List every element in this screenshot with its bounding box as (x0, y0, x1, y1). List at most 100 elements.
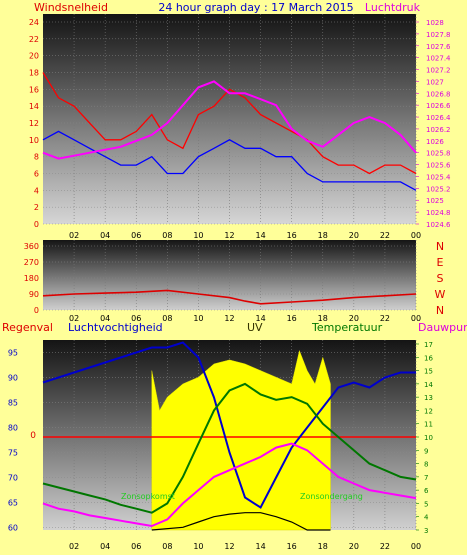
y-right-tick-label: 1026.8 (426, 90, 451, 98)
y-left-tick-label: 90 (8, 374, 18, 383)
compass-label: W (435, 288, 446, 301)
sunrise-label: Zonsopkomst (121, 492, 175, 501)
y-left-tick-label: 16 (29, 85, 39, 94)
x-tick-label: 22 (380, 314, 390, 323)
x-tick-label: 04 (100, 542, 110, 551)
y-right-tick-label: 1025.6 (426, 162, 451, 170)
series-gust (42, 72, 417, 175)
x-tick-label: 22 (380, 542, 390, 551)
x-tick-label: 00 (411, 314, 421, 323)
x-tick-label: 22 (380, 231, 390, 240)
y-right-tick-label: 14 (424, 381, 433, 389)
y-left-tick-label: 85 (8, 399, 18, 408)
x-tick-label: 16 (287, 231, 297, 240)
sunset-label: Zonsondergang (300, 492, 363, 501)
x-tick-label: 00 (411, 231, 421, 240)
x-tick-label: 20 (349, 231, 359, 240)
x-tick-label: 18 (318, 314, 328, 323)
y-left-tick-label: 360 (24, 242, 39, 251)
y-left-tick-label: 90 (29, 290, 39, 299)
series-speed (42, 130, 417, 191)
x-tick-label: 08 (162, 542, 172, 551)
rain-zero-label: 0 (30, 431, 36, 441)
y-right-tick-label: 1026.4 (426, 114, 451, 122)
y-right-tick-label: 11 (424, 421, 433, 429)
y-right-tick-label: 4 (424, 514, 429, 522)
left-axis-title: Windsnelheid (34, 1, 108, 14)
y-right-tick-label: 1025.2 (426, 185, 451, 193)
x-tick-label: 12 (224, 542, 234, 551)
compass-label: N (436, 240, 444, 253)
series-temperature (42, 382, 417, 514)
y-left-tick-label: 24 (29, 18, 39, 27)
compass-label: N (436, 304, 444, 317)
y-left-tick-label: 65 (8, 499, 18, 508)
series-direction (42, 289, 417, 305)
y-left-tick-label: 0 (34, 306, 39, 315)
series-solar_theory (151, 512, 331, 531)
y-right-tick-label: 1024.8 (426, 209, 451, 217)
x-tick-label: 10 (193, 231, 203, 240)
y-left-tick-label: 70 (8, 474, 18, 483)
x-tick-label: 02 (69, 314, 79, 323)
y-right-tick-label: 3 (424, 527, 428, 535)
series-dewpoint (42, 442, 417, 528)
y-right-tick-label: 13 (424, 394, 433, 402)
y-right-tick-label: 1027.6 (426, 43, 451, 51)
y-right-tick-label: 9 (424, 447, 428, 455)
x-tick-label: 10 (193, 542, 203, 551)
y-right-tick-label: 7 (424, 474, 428, 482)
y-left-tick-label: 75 (8, 449, 18, 458)
y-right-tick-label: 15 (424, 368, 433, 376)
y-left-tick-label: 12 (29, 119, 39, 128)
x-tick-label: 06 (131, 231, 141, 240)
y-right-tick-label: 1027.8 (426, 31, 451, 39)
x-tick-label: 08 (162, 231, 172, 240)
compass-label: S (437, 272, 444, 285)
y-right-tick-label: 1027 (426, 78, 444, 86)
y-right-tick-label: 17 (424, 341, 433, 349)
x-tick-label: 04 (100, 231, 110, 240)
x-tick-label: 18 (318, 231, 328, 240)
x-tick-label: 06 (131, 314, 141, 323)
y-right-tick-label: 1026.6 (426, 102, 451, 110)
x-tick-label: 20 (349, 314, 359, 323)
legend-humidity: Luchtvochtigheid (68, 321, 163, 334)
y-right-tick-label: 16 (424, 354, 433, 362)
x-tick-label: 00 (411, 542, 421, 551)
x-tick-label: 16 (287, 542, 297, 551)
legend-uv: UV (247, 321, 263, 334)
x-tick-label: 08 (162, 314, 172, 323)
legend-rain: Regenval (2, 321, 53, 334)
y-left-tick-label: 10 (29, 136, 39, 145)
y-left-tick-label: 2 (34, 203, 39, 212)
y-right-tick-label: 10 (424, 434, 433, 442)
x-tick-label: 04 (100, 314, 110, 323)
x-tick-label: 12 (224, 231, 234, 240)
y-right-tick-label: 1025.4 (426, 173, 451, 181)
y-left-tick-label: 60 (8, 524, 18, 533)
series-uv (151, 349, 331, 531)
y-left-tick-label: 180 (24, 274, 39, 283)
y-left-tick-label: 4 (34, 186, 39, 195)
chart-title: 24 hour graph day : 17 March 2015 (158, 1, 353, 14)
y-left-tick-label: 20 (29, 52, 39, 61)
y-right-tick-label: 12 (424, 407, 433, 415)
legend-temperature: Temperatuur (311, 321, 383, 334)
y-left-tick-label: 18 (29, 69, 39, 78)
legend-dewpoint: Dauwpunt (418, 321, 467, 334)
x-tick-label: 14 (255, 314, 265, 323)
x-tick-label: 14 (255, 542, 265, 551)
y-left-tick-label: 8 (34, 153, 39, 162)
y-right-tick-label: 1025.8 (426, 150, 451, 158)
x-tick-label: 10 (193, 314, 203, 323)
x-tick-label: 16 (287, 314, 297, 323)
y-right-tick-label: 1026.2 (426, 126, 451, 134)
x-tick-label: 18 (318, 542, 328, 551)
x-tick-label: 14 (255, 231, 265, 240)
series-pressure (42, 80, 417, 160)
right-axis-title: Luchtdruk (365, 1, 421, 14)
y-right-tick-label: 1027.2 (426, 67, 451, 75)
y-left-tick-label: 22 (29, 35, 39, 44)
